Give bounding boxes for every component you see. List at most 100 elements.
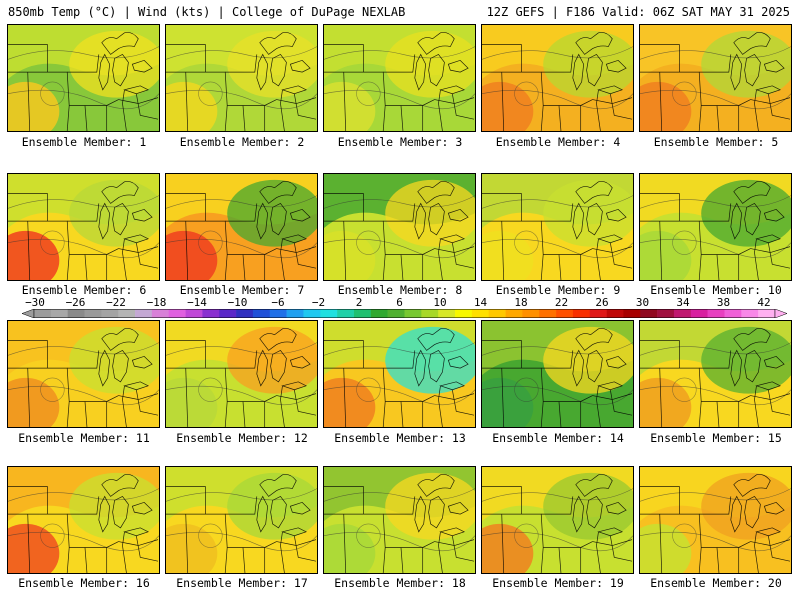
colorbar-swatch (556, 309, 574, 318)
colorbar-swatch (168, 309, 186, 318)
colorbar-swatch (623, 309, 641, 318)
ensemble-member-label: Ensemble Member: 17 (176, 576, 308, 590)
ensemble-map-panel (7, 466, 160, 574)
colorbar-swatch (269, 309, 287, 318)
colorbar-tick-label: −22 (106, 296, 126, 309)
temperature-map (482, 25, 633, 131)
colorbar-swatch (606, 309, 624, 318)
colorbar-tick-label: 30 (635, 296, 650, 309)
ensemble-map-panel (639, 320, 792, 428)
colorbar-swatch (438, 309, 456, 318)
colorbar-swatch (320, 309, 338, 318)
ensemble-map-panel (481, 173, 634, 281)
colorbar-swatch (219, 309, 237, 318)
colorbar-swatch (758, 309, 776, 318)
temperature-map (8, 174, 159, 280)
colorbar-swatch (353, 309, 372, 318)
colorbar-swatch (151, 309, 170, 318)
colorbar-swatch (303, 309, 321, 318)
temperature-map (482, 174, 633, 280)
colorbar-max-arrow (774, 309, 787, 318)
ensemble-map-panel (323, 320, 476, 428)
ensemble-map-panel (639, 466, 792, 574)
colorbar-swatch (337, 309, 355, 318)
chart-title: 850mb Temp (°C) | Wind (kts) | College o… (8, 5, 406, 19)
temperature-map (324, 467, 475, 573)
ensemble-member-label: Ensemble Member: 4 (495, 135, 621, 149)
colorbar-swatch (286, 309, 304, 318)
ensemble-member-label: Ensemble Member: 10 (650, 283, 782, 297)
colorbar-swatch (135, 309, 153, 318)
colorbar-tick-label: 6 (396, 296, 403, 309)
temperature-map (324, 321, 475, 427)
colorbar-swatch (202, 309, 220, 318)
colorbar-swatch (572, 309, 591, 318)
colorbar-tick-label: −2 (311, 296, 326, 309)
colorbar-tick-label: 34 (676, 296, 690, 309)
ensemble-member-label: Ensemble Member: 1 (21, 135, 147, 149)
ensemble-map-panel (481, 466, 634, 574)
colorbar-swatch (67, 309, 85, 318)
ensemble-map-panel (323, 466, 476, 574)
ensemble-map-panel (165, 24, 318, 132)
temperature-map (482, 321, 633, 427)
colorbar-swatch (387, 309, 405, 318)
colorbar-tick-label: −14 (187, 296, 207, 309)
ensemble-member-label: Ensemble Member: 6 (21, 283, 147, 297)
ensemble-map-panel (639, 173, 792, 281)
temperature-map (8, 321, 159, 427)
ensemble-member-label: Ensemble Member: 11 (18, 431, 150, 445)
colorbar-swatch (34, 309, 52, 318)
ensemble-member-label: Ensemble Member: 7 (179, 283, 305, 297)
colorbar-swatch (589, 309, 607, 318)
temperature-map (166, 321, 317, 427)
colorbar-tick-label: 38 (716, 296, 731, 309)
colorbar-swatch (741, 309, 759, 318)
temperature-map (8, 25, 159, 131)
colorbar-tick-label: 18 (514, 296, 528, 309)
colorbar-swatch (539, 309, 557, 318)
ensemble-map-panel (165, 173, 318, 281)
colorbar-swatch (707, 309, 725, 318)
colorbar-tick-label: −6 (271, 296, 285, 309)
colorbar-swatch (236, 309, 254, 318)
colorbar-swatch (455, 309, 473, 318)
temperature-map (324, 25, 475, 131)
colorbar-tick-label: −30 (25, 296, 45, 309)
colorbar-swatch (690, 309, 708, 318)
temperature-map (8, 467, 159, 573)
colorbar-swatch (50, 309, 68, 318)
ensemble-member-label: Ensemble Member: 12 (176, 431, 308, 445)
model-run-info: 12Z GEFS | F186 Valid: 06Z SAT MAY 31 20… (486, 5, 790, 19)
ensemble-map-panel (323, 173, 476, 281)
ensemble-map-panel (165, 320, 318, 428)
colorbar-tick-label: 26 (595, 296, 609, 309)
ensemble-member-label: Ensemble Member: 16 (18, 576, 150, 590)
colorbar-swatch (101, 309, 119, 318)
colorbar-tick-label: −18 (146, 296, 167, 309)
temperature-map (640, 467, 791, 573)
ensemble-map-panel (7, 320, 160, 428)
colorbar-swatch (252, 309, 271, 318)
temperature-map (166, 467, 317, 573)
ensemble-member-label: Ensemble Member: 9 (495, 283, 621, 297)
temperature-map (166, 25, 317, 131)
ensemble-member-label: Ensemble Member: 3 (337, 135, 463, 149)
temperature-map (640, 25, 791, 131)
colorbar-swatch (118, 309, 136, 318)
colorbar-swatch (522, 309, 540, 318)
colorbar-tick-label: 42 (757, 296, 771, 309)
temperature-map (482, 467, 633, 573)
ensemble-member-label: Ensemble Member: 5 (653, 135, 779, 149)
colorbar-tick-label: −26 (65, 296, 86, 309)
colorbar-swatch (640, 309, 658, 318)
ensemble-member-label: Ensemble Member: 2 (179, 135, 305, 149)
ensemble-member-label: Ensemble Member: 13 (334, 431, 466, 445)
colorbar-swatch (185, 309, 203, 318)
ensemble-map-panel (7, 24, 160, 132)
ensemble-map-panel (323, 24, 476, 132)
ensemble-member-label: Ensemble Member: 8 (337, 283, 463, 297)
ensemble-map-panel (639, 24, 792, 132)
colorbar-tick-label: −10 (227, 296, 248, 309)
colorbar-swatch (421, 309, 439, 318)
